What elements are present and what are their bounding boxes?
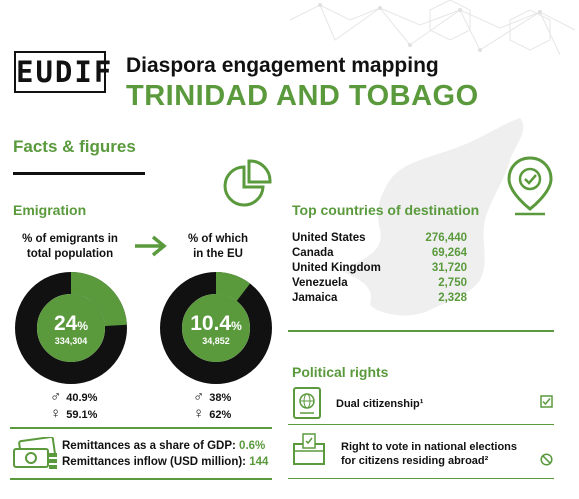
emigrants-label: % of emigrants in total population [22, 233, 118, 260]
table-row: United States 276,440 [292, 232, 467, 244]
rights-divider-2 [288, 478, 554, 479]
emigrants-donut [15, 272, 127, 384]
male-share-right: ♂ 38% [193, 388, 232, 405]
male-share-left: ♂ 40.9% [50, 388, 98, 405]
destinations-heading: Top countries of destination [292, 202, 480, 218]
facts-underline [13, 172, 145, 175]
emigration-heading: Emigration [13, 202, 87, 218]
island-map [340, 118, 524, 316]
female-share-left: ♀ 59.1% [50, 405, 98, 422]
female-icon: ♀ [50, 405, 62, 422]
remittances-divider-bottom [10, 478, 272, 480]
table-row: United Kingdom 31,720 [292, 262, 467, 274]
dual-citizenship-label: Dual citizenship¹ [336, 398, 424, 410]
eu-share-donut [160, 272, 272, 384]
eu-share-label: % of which in the EU [187, 233, 249, 260]
passport-icon [293, 387, 321, 419]
emigrants-donut-label: 24% 334,304 [53, 312, 89, 346]
page-title: Diaspora engagement mapping [126, 54, 439, 77]
male-icon: ♂ [193, 388, 205, 405]
female-share-right: ♀ 62% [193, 405, 232, 422]
table-row: Canada 69,264 [292, 247, 467, 259]
remittances-gdp: Remittances as a share of GDP: 0.6% [62, 440, 266, 452]
location-check-icon [507, 156, 553, 216]
facts-heading: Facts & figures [13, 137, 136, 156]
money-icon [13, 437, 57, 469]
remittances-divider-top [10, 427, 272, 429]
remittances-inflow: Remittances inflow (USD million): 144 [62, 456, 269, 468]
pie-chart-icon [223, 159, 272, 207]
country-title: TRINIDAD AND TOBAGO [126, 80, 479, 112]
vote-abroad-label: Right to vote in national elections for … [341, 441, 518, 467]
eu-share-donut-label: 10.4% 34,852 [190, 312, 242, 346]
rights-divider-1 [288, 424, 554, 425]
female-icon: ♀ [193, 405, 205, 422]
destinations-divider [288, 330, 554, 332]
eudif-logo: EUDIF [14, 51, 111, 93]
checkbox-checked-icon [540, 395, 553, 408]
male-icon: ♂ [50, 388, 62, 405]
political-rights-heading: Political rights [292, 364, 389, 380]
not-allowed-icon [540, 453, 553, 466]
destinations-table: United States 276,440 Canada 69,264 United… [292, 232, 467, 307]
table-row: Jamaica 2,328 [292, 292, 467, 304]
eu-share-donut-share-arc [160, 272, 272, 384]
network-decoration [289, 0, 576, 56]
emigrants-donut-share-arc [15, 272, 127, 384]
ballot-box-icon [293, 433, 325, 465]
table-row: Venezuela 2,750 [292, 277, 467, 289]
arrow-right-icon [135, 235, 167, 257]
